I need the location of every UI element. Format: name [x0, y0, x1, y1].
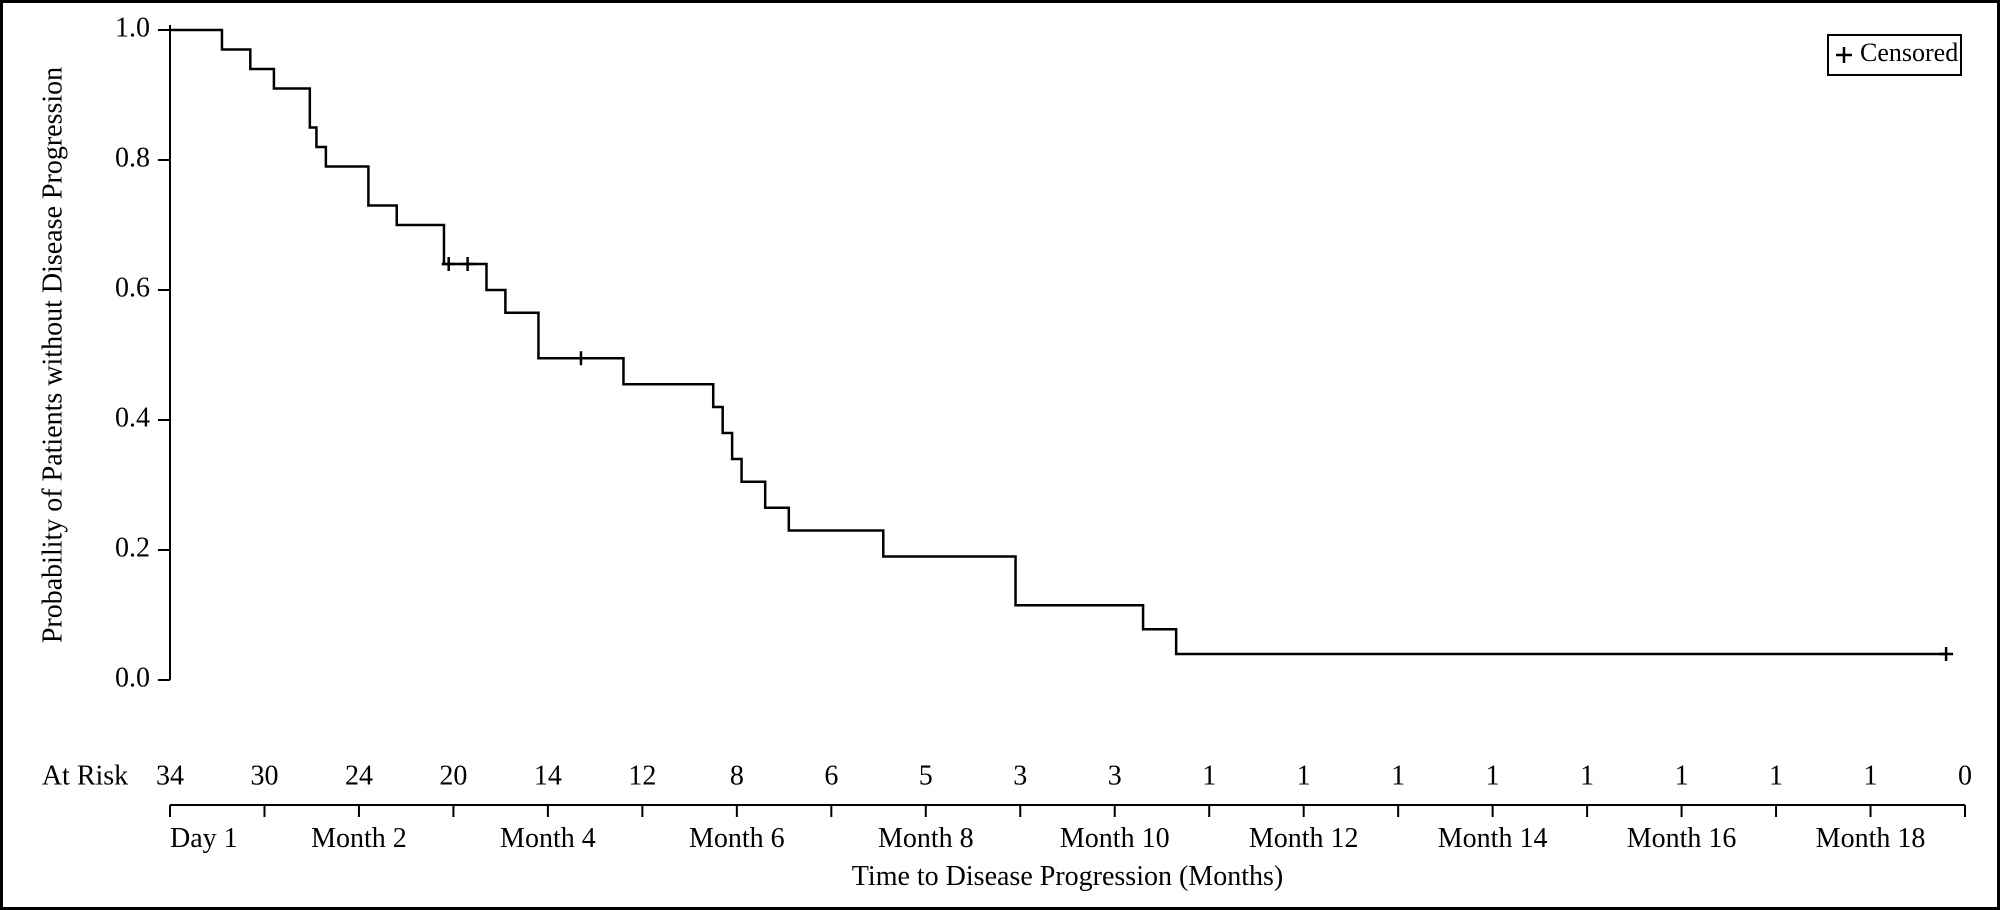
- svg-text:5: 5: [919, 760, 933, 791]
- svg-text:Censored: Censored: [1860, 38, 1958, 67]
- svg-text:34: 34: [156, 760, 184, 791]
- svg-text:24: 24: [345, 760, 373, 791]
- km-chart-svg: 0.0 0.2 0.4 0.6 0.8 1.0 Probability of Patient…: [0, 0, 2000, 910]
- svg-text:1: 1: [1486, 760, 1500, 791]
- svg-text:Month 16: Month 16: [1627, 823, 1737, 854]
- svg-text:Probability of Patients withou: Probability of Patients without Disease …: [37, 67, 68, 643]
- svg-text:1: 1: [1769, 760, 1783, 791]
- svg-text:0.2: 0.2: [115, 532, 150, 563]
- svg-text:3: 3: [1108, 760, 1122, 791]
- svg-text:Time to Disease Progression (M: Time to Disease Progression (Months): [852, 861, 1283, 892]
- svg-text:0.6: 0.6: [115, 272, 150, 303]
- svg-text:20: 20: [439, 760, 467, 791]
- svg-text:Month 2: Month 2: [311, 823, 407, 854]
- svg-text:0.0: 0.0: [115, 662, 150, 693]
- svg-text:Month 6: Month 6: [689, 823, 785, 854]
- svg-text:Day 1: Day 1: [170, 823, 238, 854]
- svg-text:0.8: 0.8: [115, 142, 150, 173]
- svg-text:Month 4: Month 4: [500, 823, 596, 854]
- svg-text:1.0: 1.0: [115, 12, 150, 43]
- svg-text:1: 1: [1391, 760, 1405, 791]
- svg-text:1: 1: [1675, 760, 1689, 791]
- svg-text:Month 12: Month 12: [1249, 823, 1359, 854]
- svg-text:0.4: 0.4: [115, 402, 150, 433]
- svg-text:Month 8: Month 8: [878, 823, 974, 854]
- svg-text:6: 6: [824, 760, 838, 791]
- svg-text:1: 1: [1580, 760, 1594, 791]
- svg-text:1: 1: [1864, 760, 1878, 791]
- svg-text:0: 0: [1958, 760, 1972, 791]
- svg-text:30: 30: [250, 760, 278, 791]
- svg-text:8: 8: [730, 760, 744, 791]
- svg-text:At Risk: At Risk: [42, 760, 128, 791]
- km-chart-container: 0.0 0.2 0.4 0.6 0.8 1.0 Probability of Patient…: [0, 0, 2000, 910]
- svg-text:12: 12: [628, 760, 656, 791]
- svg-text:Month 18: Month 18: [1816, 823, 1926, 854]
- svg-text:3: 3: [1013, 760, 1027, 791]
- svg-text:1: 1: [1297, 760, 1311, 791]
- svg-text:Month 10: Month 10: [1060, 823, 1170, 854]
- svg-text:Month 14: Month 14: [1438, 823, 1548, 854]
- svg-text:1: 1: [1202, 760, 1216, 791]
- svg-text:14: 14: [534, 760, 562, 791]
